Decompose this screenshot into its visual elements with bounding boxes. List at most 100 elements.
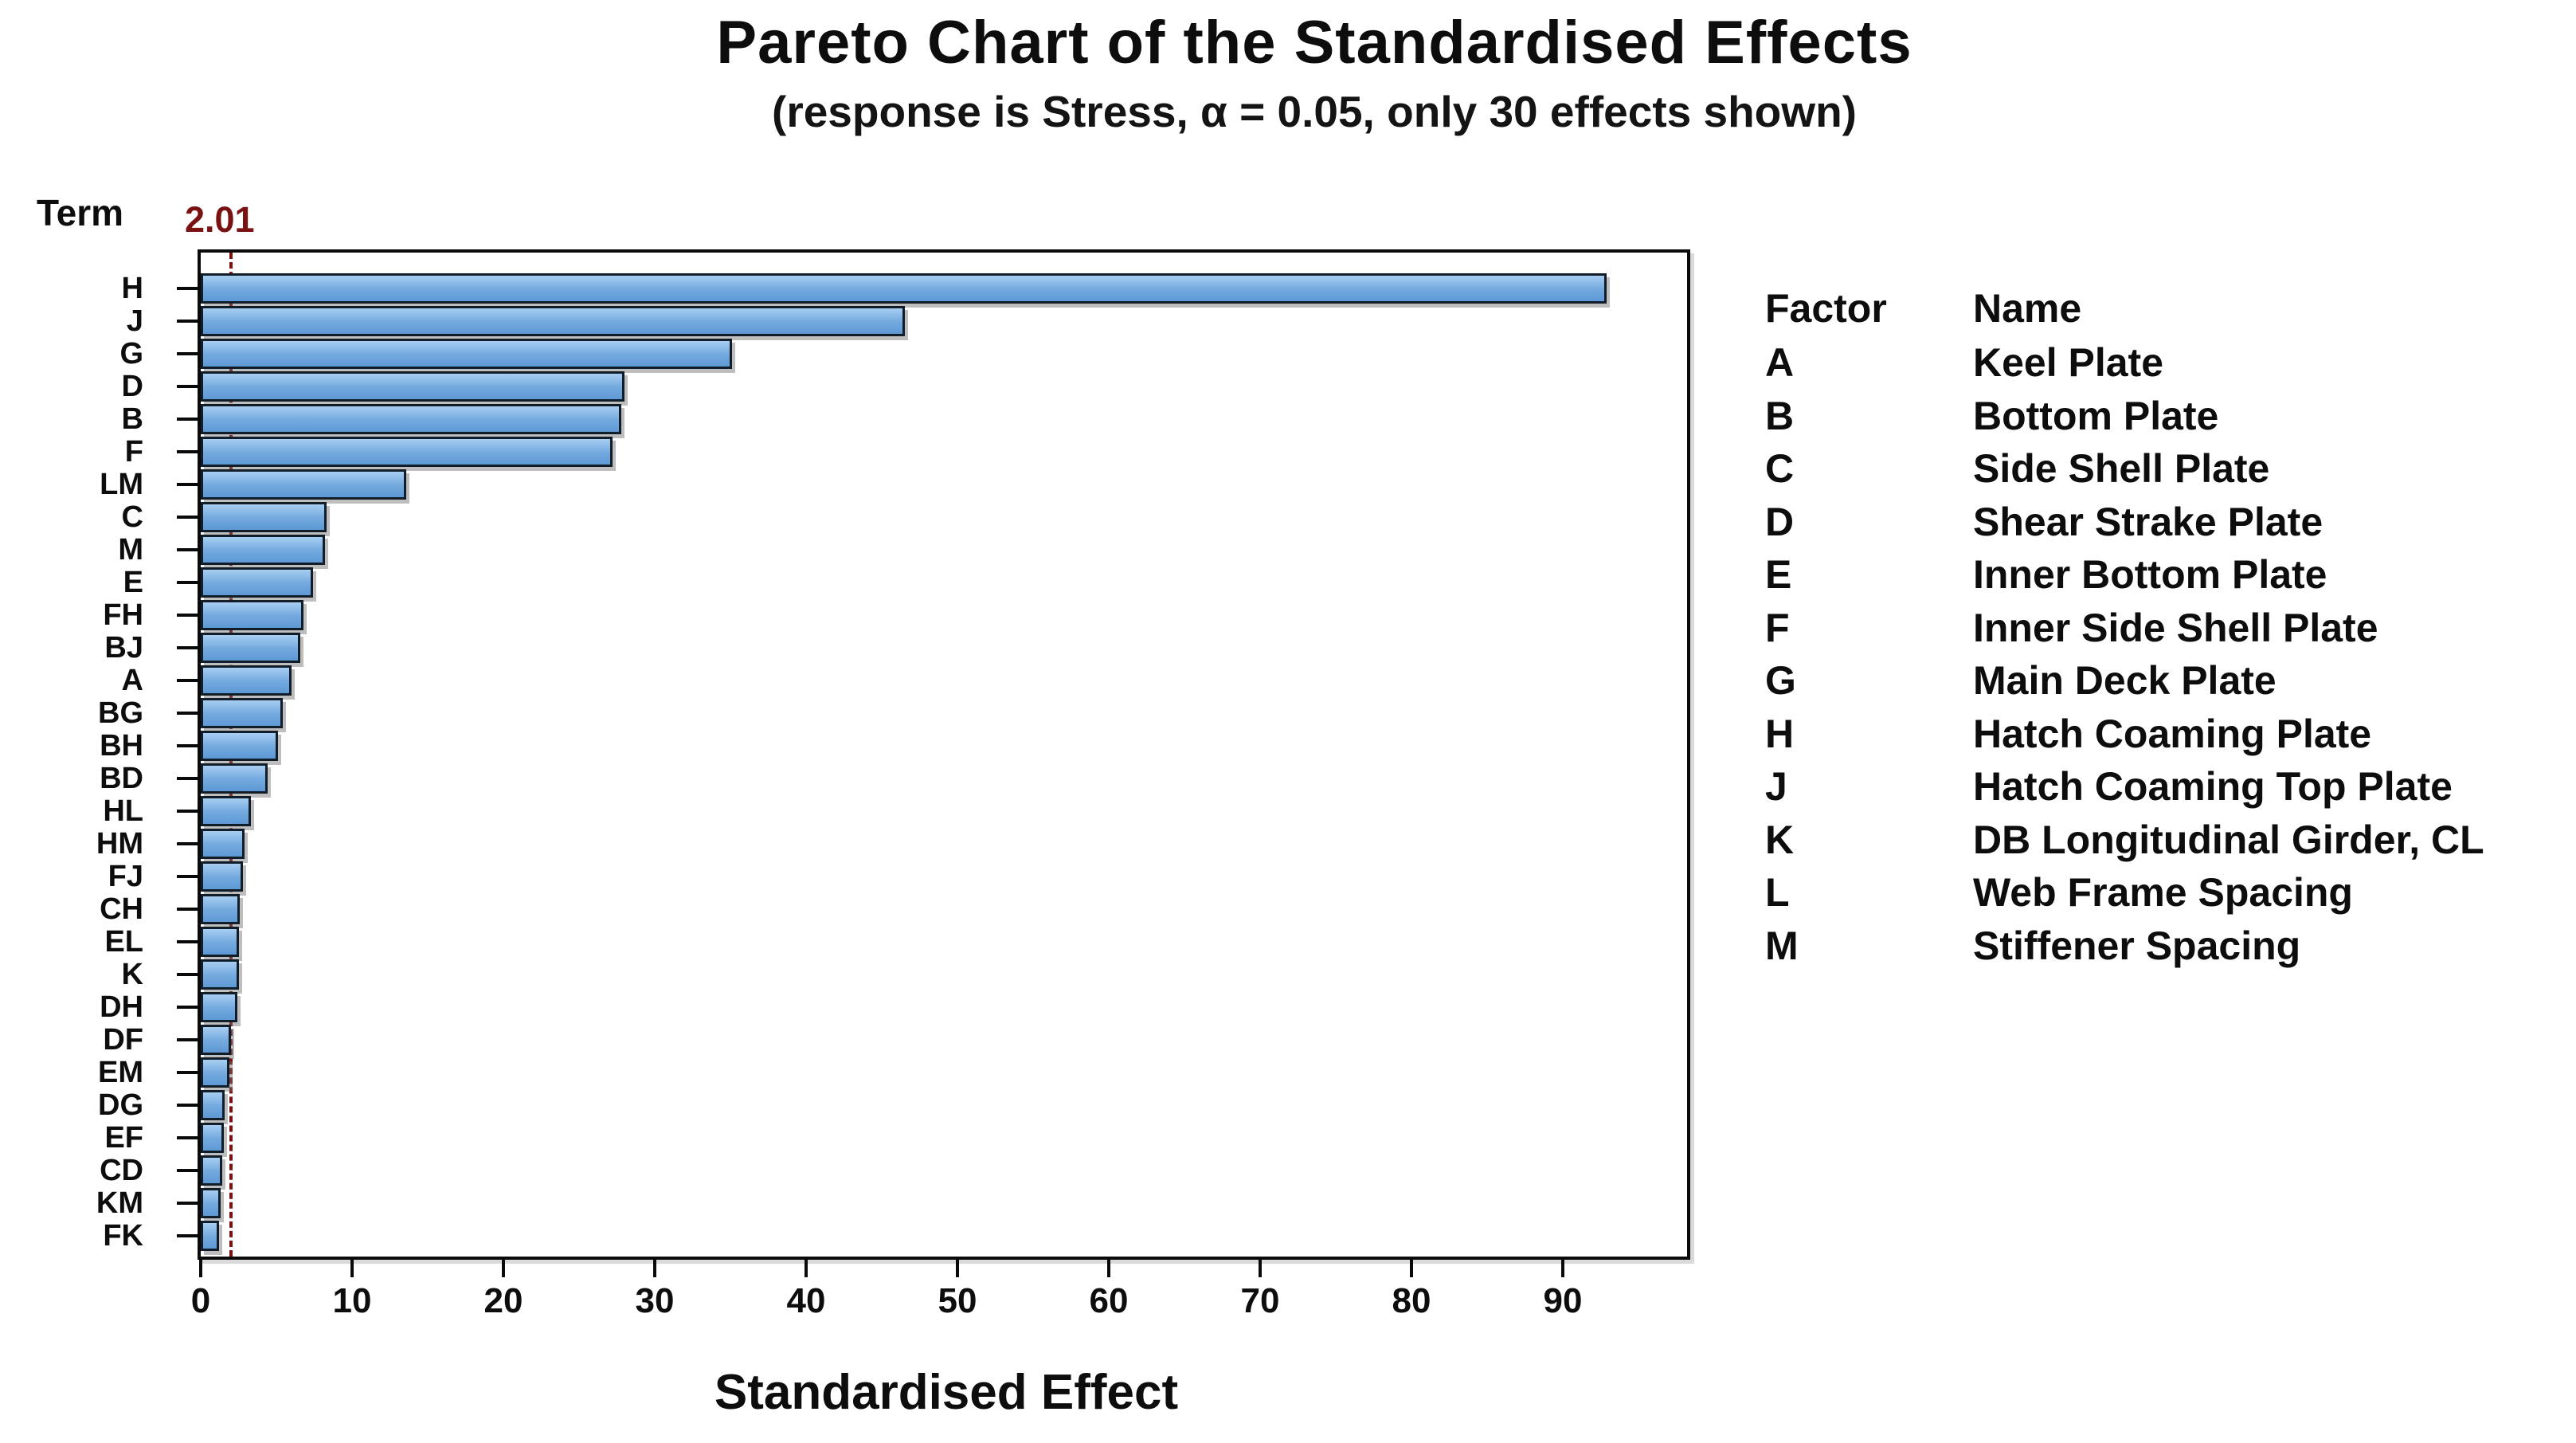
y-tick-KM [177,1201,198,1205]
term-label-C: C [121,500,143,534]
term-label-HM: HM [96,826,143,861]
chart-title: Pareto Chart of the Standardised Effects [716,9,1912,76]
y-tick-A [177,678,198,682]
term-label-LM: LM [100,467,143,501]
legend-name-B: Bottom Plate [1973,393,2219,438]
bar-CD [201,1155,222,1186]
bar-EM [201,1057,230,1088]
bar-FH [201,599,304,630]
y-tick-BJ [177,645,198,649]
legend-name-G: Main Deck Plate [1973,658,2277,703]
x-tick-label-0: 0 [190,1281,211,1320]
bar-HM [201,828,245,859]
term-label-BH: BH [100,728,143,763]
x-tick-label-70: 70 [1240,1281,1280,1320]
y-tick-HM [177,841,198,845]
term-label-CH: CH [100,892,143,926]
legend-name-D: Shear Strake Plate [1973,499,2323,544]
y-tick-BG [177,711,198,715]
y-tick-C [177,515,198,519]
bar-BD [201,763,268,794]
y-tick-CD [177,1168,198,1172]
y-tick-M [177,547,198,551]
bar-B [201,403,622,434]
term-label-EF: EF [104,1120,143,1155]
term-label-K: K [121,957,143,991]
term-label-EL: EL [104,924,143,959]
y-tick-EM [177,1070,198,1074]
term-label-G: G [119,336,143,371]
term-label-F: F [124,434,143,469]
y-tick-FK [177,1233,198,1237]
bar-G [201,338,732,369]
legend-name-J: Hatch Coaming Top Plate [1973,764,2453,809]
y-tick-H [177,286,198,290]
term-label-E: E [123,565,143,599]
legend-factor-L: L [1765,870,1790,915]
bar-C [201,501,327,532]
y-tick-J [177,319,198,323]
x-tick-30 [653,1260,656,1277]
y-tick-CH [177,907,198,911]
bar-EL [201,926,239,957]
y-tick-EL [177,939,198,943]
y-tick-HL [177,809,198,813]
bar-E [201,567,313,598]
term-label-B: B [121,402,143,436]
legend-name-H: Hatch Coaming Plate [1973,711,2372,756]
bar-D [201,371,624,402]
x-tick-label-60: 60 [1089,1281,1129,1320]
legend-name-M: Stiffener Spacing [1973,923,2301,968]
bar-LM [201,469,407,500]
y-tick-G [177,351,198,355]
legend-factor-A: A [1765,340,1795,385]
bar-J [201,305,905,336]
y-tick-BD [177,776,198,780]
y-tick-E [177,580,198,584]
y-tick-DG [177,1103,198,1107]
x-tick-70 [1259,1260,1262,1277]
y-tick-DH [177,1005,198,1009]
bar-KM [201,1187,221,1218]
term-label-A: A [121,663,143,697]
legend-factor-E: E [1765,552,1792,597]
bar-M [201,534,325,565]
y-tick-B [177,417,198,421]
y-tick-F [177,449,198,453]
bars-container [201,272,1687,1252]
y-tick-BH [177,743,198,747]
x-tick-label-30: 30 [635,1281,675,1320]
y-axis-title: Term [37,192,124,233]
legend-factor-K: K [1765,817,1795,862]
term-label-FK: FK [103,1218,143,1253]
legend-factor-C: C [1765,446,1795,491]
x-tick-20 [502,1260,505,1277]
legend-name-header: Name [1973,286,2082,331]
x-tick-label-50: 50 [938,1281,977,1320]
y-tick-LM [177,482,198,486]
legend-name-F: Inner Side Shell Plate [1973,605,2378,650]
x-tick-label-80: 80 [1392,1281,1431,1320]
x-tick-60 [1107,1260,1110,1277]
bar-DH [201,991,237,1022]
x-tick-10 [350,1260,354,1277]
term-label-CD: CD [100,1153,143,1187]
x-tick-0 [199,1260,202,1277]
x-tick-90 [1561,1260,1564,1277]
term-label-EM: EM [98,1055,143,1089]
term-label-D: D [121,369,143,403]
bar-DF [201,1024,231,1055]
y-tick-DF [177,1037,198,1041]
bar-BJ [201,632,301,663]
reference-line-label: 2.01 [185,199,255,240]
term-label-M: M [118,532,143,567]
term-label-BJ: BJ [104,630,143,665]
legend-factor-H: H [1765,711,1795,756]
legend-name-A: Keel Plate [1973,340,2164,385]
x-axis-title: Standardised Effect [714,1365,1179,1420]
bar-BH [201,730,278,761]
y-tick-K [177,972,198,976]
x-tick-50 [956,1260,959,1277]
y-tick-D [177,384,198,388]
